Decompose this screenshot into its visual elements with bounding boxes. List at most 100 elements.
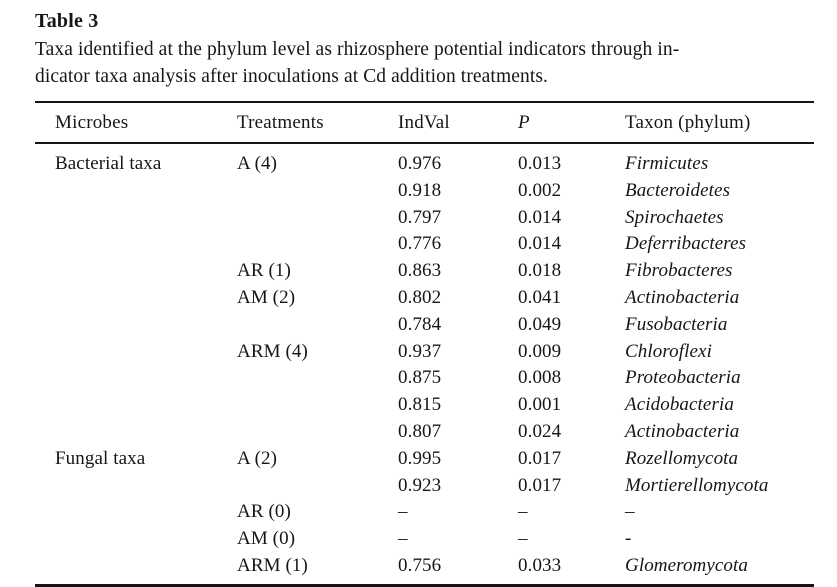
cell-taxon: Firmicutes: [625, 153, 709, 174]
cell-microbes: [35, 258, 237, 285]
cell-indval: –: [398, 501, 408, 523]
cell-p-value: 0.014: [518, 206, 562, 228]
cell-microbes: [35, 553, 237, 585]
column-header-p: P: [518, 102, 625, 144]
cell-treatments: [237, 365, 398, 392]
cell-p-value: –: [518, 528, 528, 550]
table-row: 0.784 0.049 Fusobacteria: [35, 312, 814, 339]
cell-indval: 0.797: [398, 206, 442, 228]
cell-indval: 0.784: [398, 313, 442, 335]
cell-indval: 0.815: [398, 394, 442, 416]
cell-treatments: A (2): [237, 447, 278, 469]
cell-p-value: 0.014: [518, 233, 562, 255]
cell-microbes: [35, 178, 237, 205]
column-header-treatments: Treatments: [237, 102, 398, 144]
cell-taxon: Fusobacteria: [625, 313, 728, 335]
cell-microbes: [35, 419, 237, 446]
cell-taxon: –: [625, 501, 635, 523]
cell-treatments: AM (2): [237, 286, 296, 308]
cell-p-value: 0.018: [518, 260, 562, 282]
cell-p-value: 0.017: [518, 447, 562, 469]
table-row: ARM (1) 0.756 0.033 Glomeromycota: [35, 553, 814, 585]
cell-treatments: [237, 231, 398, 258]
cell-p-value: 0.001: [518, 394, 562, 416]
table-row: AM (0) – – -: [35, 526, 814, 553]
cell-p-value: 0.009: [518, 340, 562, 362]
cell-indval: 0.995: [398, 447, 442, 469]
cell-microbes: Bacterial taxa: [55, 153, 162, 174]
cell-indval: 0.756: [398, 554, 442, 576]
table-row: 0.875 0.008 Proteobacteria: [35, 365, 814, 392]
column-header-indval: IndVal: [398, 102, 518, 144]
table-body: Bacterial taxa A (4) 0.976 0.013 Firmicutes 0…: [35, 143, 814, 585]
table-row: AM (2) 0.802 0.041 Actinobacteria: [35, 285, 814, 312]
table-header: Microbes Treatments IndVal P Taxon (phyl…: [35, 102, 814, 144]
cell-p-value: 0.008: [518, 367, 562, 389]
cell-indval: –: [398, 528, 408, 550]
cell-treatments: [237, 178, 398, 205]
cell-p-value: 0.013: [518, 153, 562, 174]
cell-treatments: AM (0): [237, 528, 296, 550]
cell-taxon: Actinobacteria: [625, 286, 740, 308]
cell-taxon: Spirochaetes: [625, 206, 724, 228]
cell-indval: 0.976: [398, 153, 442, 174]
cell-treatments: [237, 205, 398, 232]
cell-indval: 0.776: [398, 233, 442, 255]
cell-p-value: –: [518, 501, 528, 523]
cell-p-value: 0.049: [518, 313, 562, 335]
cell-microbes: [35, 473, 237, 500]
cell-microbes: [35, 392, 237, 419]
table-row: AR (1) 0.863 0.018 Fibrobacteres: [35, 258, 814, 285]
column-header-taxon: Taxon (phylum): [625, 102, 814, 144]
cell-indval: 0.937: [398, 340, 442, 362]
cell-treatments: [237, 419, 398, 446]
cell-treatments: [237, 473, 398, 500]
table-row: 0.815 0.001 Acidobacteria: [35, 392, 814, 419]
cell-microbes: [35, 499, 237, 526]
cell-treatments: ARM (4): [237, 340, 308, 362]
cell-treatments: ARM (1): [237, 554, 308, 576]
cell-taxon: Chloroflexi: [625, 340, 712, 362]
cell-treatments: [237, 312, 398, 339]
cell-indval: 0.875: [398, 367, 442, 389]
cell-taxon: Rozellomycota: [625, 447, 739, 469]
table-row: Fungal taxa A (2) 0.995 0.017 Rozellomycota: [35, 446, 814, 473]
table-row: 0.918 0.002 Bacteroidetes: [35, 178, 814, 205]
cell-microbes: [35, 365, 237, 392]
cell-taxon: Fibrobacteres: [625, 260, 733, 282]
cell-indval: 0.807: [398, 420, 442, 442]
cell-indval: 0.802: [398, 286, 442, 308]
cell-taxon: Acidobacteria: [625, 394, 734, 416]
cell-p-value: 0.002: [518, 179, 562, 201]
table-row: 0.807 0.024 Actinobacteria: [35, 419, 814, 446]
cell-p-value: 0.041: [518, 286, 562, 308]
cell-microbes: [35, 285, 237, 312]
cell-taxon: Proteobacteria: [625, 367, 741, 389]
table-row: ARM (4) 0.937 0.009 Chloroflexi: [35, 339, 814, 366]
cell-microbes: [35, 339, 237, 366]
cell-taxon: -: [625, 528, 632, 550]
cell-taxon: Actinobacteria: [625, 420, 740, 442]
cell-taxon: Bacteroidetes: [625, 179, 731, 201]
cell-treatments: A (4): [237, 153, 278, 174]
data-table: Microbes Treatments IndVal P Taxon (phyl…: [35, 101, 814, 587]
table-row: AR (0) – – –: [35, 499, 814, 526]
table-row: 0.797 0.014 Spirochaetes: [35, 205, 814, 232]
cell-p-value: 0.033: [518, 554, 562, 576]
cell-taxon: Mortierellomycota: [625, 474, 769, 496]
table-row: 0.776 0.014 Deferribacteres: [35, 231, 814, 258]
cell-taxon: Deferribacteres: [625, 233, 747, 255]
cell-microbes: [35, 312, 237, 339]
cell-indval: 0.923: [398, 474, 442, 496]
cell-microbes: [35, 205, 237, 232]
cell-treatments: AR (1): [237, 260, 291, 282]
cell-microbes: [35, 231, 237, 258]
column-header-microbes: Microbes: [35, 102, 237, 144]
table-title: Table 3: [35, 10, 99, 32]
cell-taxon: Glomeromycota: [625, 554, 749, 576]
cell-indval: 0.863: [398, 260, 442, 282]
table-row: Bacterial taxa A (4) 0.976 0.013 Firmicutes: [35, 143, 814, 178]
cell-p-value: 0.017: [518, 474, 562, 496]
cell-treatments: [237, 392, 398, 419]
